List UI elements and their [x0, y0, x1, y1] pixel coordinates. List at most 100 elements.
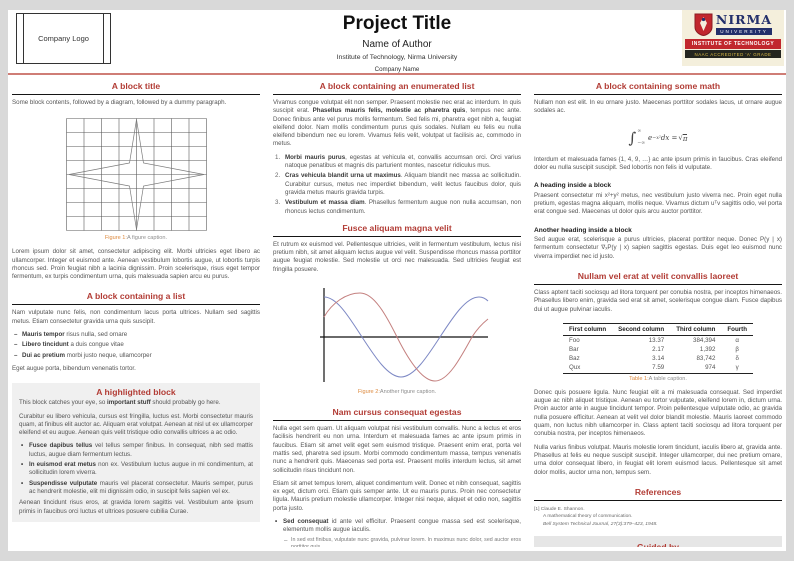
enum-number: 1.: [275, 153, 281, 161]
block-table-heading: Nullam vel erat at velit convallis laore…: [577, 270, 739, 281]
heading-rule: [273, 94, 521, 95]
naac-accreditation-bar: NAAC ACCREDITED 'A' GRADE: [685, 49, 781, 58]
list-item-text: Mauris tempor risus nulla, sed ornare: [22, 331, 260, 339]
enum-item-lead: Vestibulum et massa diam: [285, 199, 365, 207]
table-cell: 1,392: [699, 345, 716, 353]
enumerated-list: 1. Morbi mauris purus, egestas at vehicul…: [273, 154, 521, 218]
table-cell: 7.59: [612, 362, 671, 374]
references-heading: References: [634, 486, 682, 497]
heading-rule: [12, 304, 260, 306]
list-item: • Sed consequat id ante vel efficitur. Pr…: [273, 518, 521, 535]
list-item-text: In euismod erat metus non ex. Vestibulum…: [29, 461, 253, 478]
table-cell: α: [735, 336, 739, 344]
table-caption-label: Table 1:: [629, 375, 649, 382]
math-paragraph-1: Nullam non est elit. In eu ornare justo.…: [534, 99, 782, 115]
company-name: Company Name: [374, 66, 420, 73]
table-caption: Table 1:A table caption.: [534, 376, 782, 382]
list-item-lead: Suspendisse vulputate: [29, 479, 98, 487]
logo-frame-line-left: [23, 14, 24, 63]
highlight-p1-post: should probably go here.: [150, 399, 221, 407]
table-intro: Class aptent taciti sociosqu ad litora t…: [534, 288, 782, 313]
list-item-rest: risus nulla, sed ornare: [64, 331, 128, 339]
table-cell: 3.14: [652, 354, 665, 362]
sine-wave-figure: [320, 288, 489, 383]
table-cell: 384,394: [693, 336, 716, 344]
block-list-heading: A block containing a list: [86, 291, 186, 302]
enum-item: 1. Morbi mauris purus, egestas at vehicul…: [273, 154, 521, 171]
nirma-wordmark: NIRMA UNIVERSITY: [715, 12, 773, 35]
table-cell: Foo: [569, 336, 580, 344]
table-row: Qux 7.59 974 γ: [563, 362, 753, 374]
highlight-paragraph-1: This block catches your eye, so importan…: [19, 399, 253, 407]
heading-rule: [273, 235, 521, 237]
reference-line-3: Bell System Technical Journal, 27(3):379…: [543, 521, 658, 527]
table-cell: β: [735, 345, 739, 353]
table-header-row: First column Second column Third column …: [563, 322, 753, 336]
formula-equals: dx =: [660, 134, 678, 143]
formula-base: e: [648, 134, 653, 143]
nirma-university-text: UNIVERSITY: [715, 27, 773, 35]
enum-item: 3. Vestibulum et massa diam. Phasellus fe…: [273, 199, 521, 216]
enum-number: 3.: [275, 199, 281, 207]
sub-list: – In sed est finibus, vulputate nunc grav…: [273, 537, 521, 547]
table-header-cell: Fourth: [721, 322, 753, 336]
figure-2-caption-text: Another figure caption.: [379, 389, 437, 396]
nirma-logo-top: NIRMA UNIVERSITY: [685, 13, 781, 36]
table-header-cell: Second column: [612, 322, 671, 336]
bullet-marker: –: [14, 331, 18, 339]
sub-list-item: – In sed est finibus, vulputate nunc grav…: [273, 537, 521, 547]
table-row: Bar 2.17 1,392 β: [563, 345, 753, 354]
reference-line-2: A mathematical theory of communication.: [543, 514, 633, 520]
heading-rule: [534, 499, 782, 501]
list-item-rest: id ante vel efficitur. Praesent congue m…: [283, 518, 521, 534]
figure-1: [12, 118, 260, 232]
heading-rule: [534, 283, 782, 285]
figure-2-caption: Figure 2:Another figure caption.: [273, 389, 521, 395]
enum-item-rest: . Aliquam blandit nec massa ac sollicitu…: [285, 172, 521, 196]
table-header-cell: Third column: [670, 322, 722, 336]
table-body: Foo 13.37 384,394 α Bar 2.17 1,392 β Baz 3.14 83…: [563, 335, 753, 374]
list-item-text: Fusce dapibus tellus vel tellus semper f…: [29, 442, 253, 459]
enum-item-text: Cras vehicula blandit urna ut maximus. A…: [285, 172, 521, 197]
list-item: – Libero tincidunt a duis congue vitae: [12, 341, 260, 349]
dash-list: – Mauris tempor risus nulla, sed ornare –…: [12, 331, 260, 362]
math-paragraph-4: Sed augue erat, scelerisque a purus ultr…: [534, 236, 782, 260]
enum-item-text: Morbi mauris purus, egestas at vehicula …: [285, 154, 521, 171]
grid-star-figure: [65, 118, 207, 232]
poster: Company Logo Project Title Name of Autho…: [8, 10, 786, 551]
enum-intro-bold: Phasellus mauris felis, molestie ac phar…: [312, 107, 466, 115]
table-paragraph-1: Donec quis posuere ligula. Nunc feugiat …: [534, 388, 782, 438]
list-item-rest: vel tellus semper finibus. In consequat,…: [29, 442, 253, 458]
integral-upper-limit: ∞: [637, 128, 642, 134]
figure-1-caption-text: A figure caption.: [126, 235, 168, 242]
list-item-lead: Libero tincidunt: [22, 341, 69, 349]
enum-intro-pre: Vivamus congue volutpat elit non semper.…: [273, 99, 521, 115]
block1-paragraph: Lorem ipsum dolor sit amet, consectetur …: [12, 248, 260, 281]
highlighted-block-heading: A highlighted block: [96, 387, 176, 398]
list-item: • Fusce dapibus tellus vel tellus semper …: [19, 442, 253, 459]
company-logo-label: Company Logo: [38, 34, 89, 43]
figure2-paragraph: Et rutrum ex euismod vel. Pellentesque u…: [273, 240, 521, 273]
formula-exponent: −x²: [652, 135, 661, 141]
table-caption-text: A table caption.: [648, 375, 687, 382]
nirma-name-text: NIRMA: [715, 12, 773, 28]
enum-intro-post: , tempus nec ante. Donec finibus ante ve…: [273, 107, 521, 148]
table-cell: 83,742: [696, 354, 716, 362]
enum-item-lead: Cras vehicula blandit urna ut maximus: [285, 172, 401, 180]
header-titles: Project Title Name of Author Institute o…: [138, 13, 656, 73]
list-item-lead: Mauris tempor: [22, 331, 65, 339]
bullet-marker: –: [14, 341, 18, 349]
data-table: First column Second column Third column …: [563, 322, 753, 374]
guided-by-heading: Guided by: [534, 535, 782, 547]
cursus-paragraph-2: Etiam sit amet tempus lorem, aliquet con…: [273, 479, 521, 512]
table-cell: Baz: [569, 354, 580, 362]
column-2: A block containing an enumerated list Vi…: [273, 78, 521, 547]
enum-item: 2. Cras vehicula blandit urna ut maximus.…: [273, 172, 521, 197]
bullet-marker: •: [21, 442, 24, 450]
nirma-university-logo: NIRMA UNIVERSITY INSTITUTE OF TECHNOLOGY…: [682, 10, 784, 66]
enum-item-rest: , egestas at vehicula et, convallis accu…: [285, 153, 521, 170]
guided-by-block: Guided by Internal Guide Name Assistant …: [534, 535, 782, 547]
table-cell: Bar: [569, 345, 579, 353]
reference-line-1: [1] Claude E. Shannon.: [534, 506, 585, 512]
